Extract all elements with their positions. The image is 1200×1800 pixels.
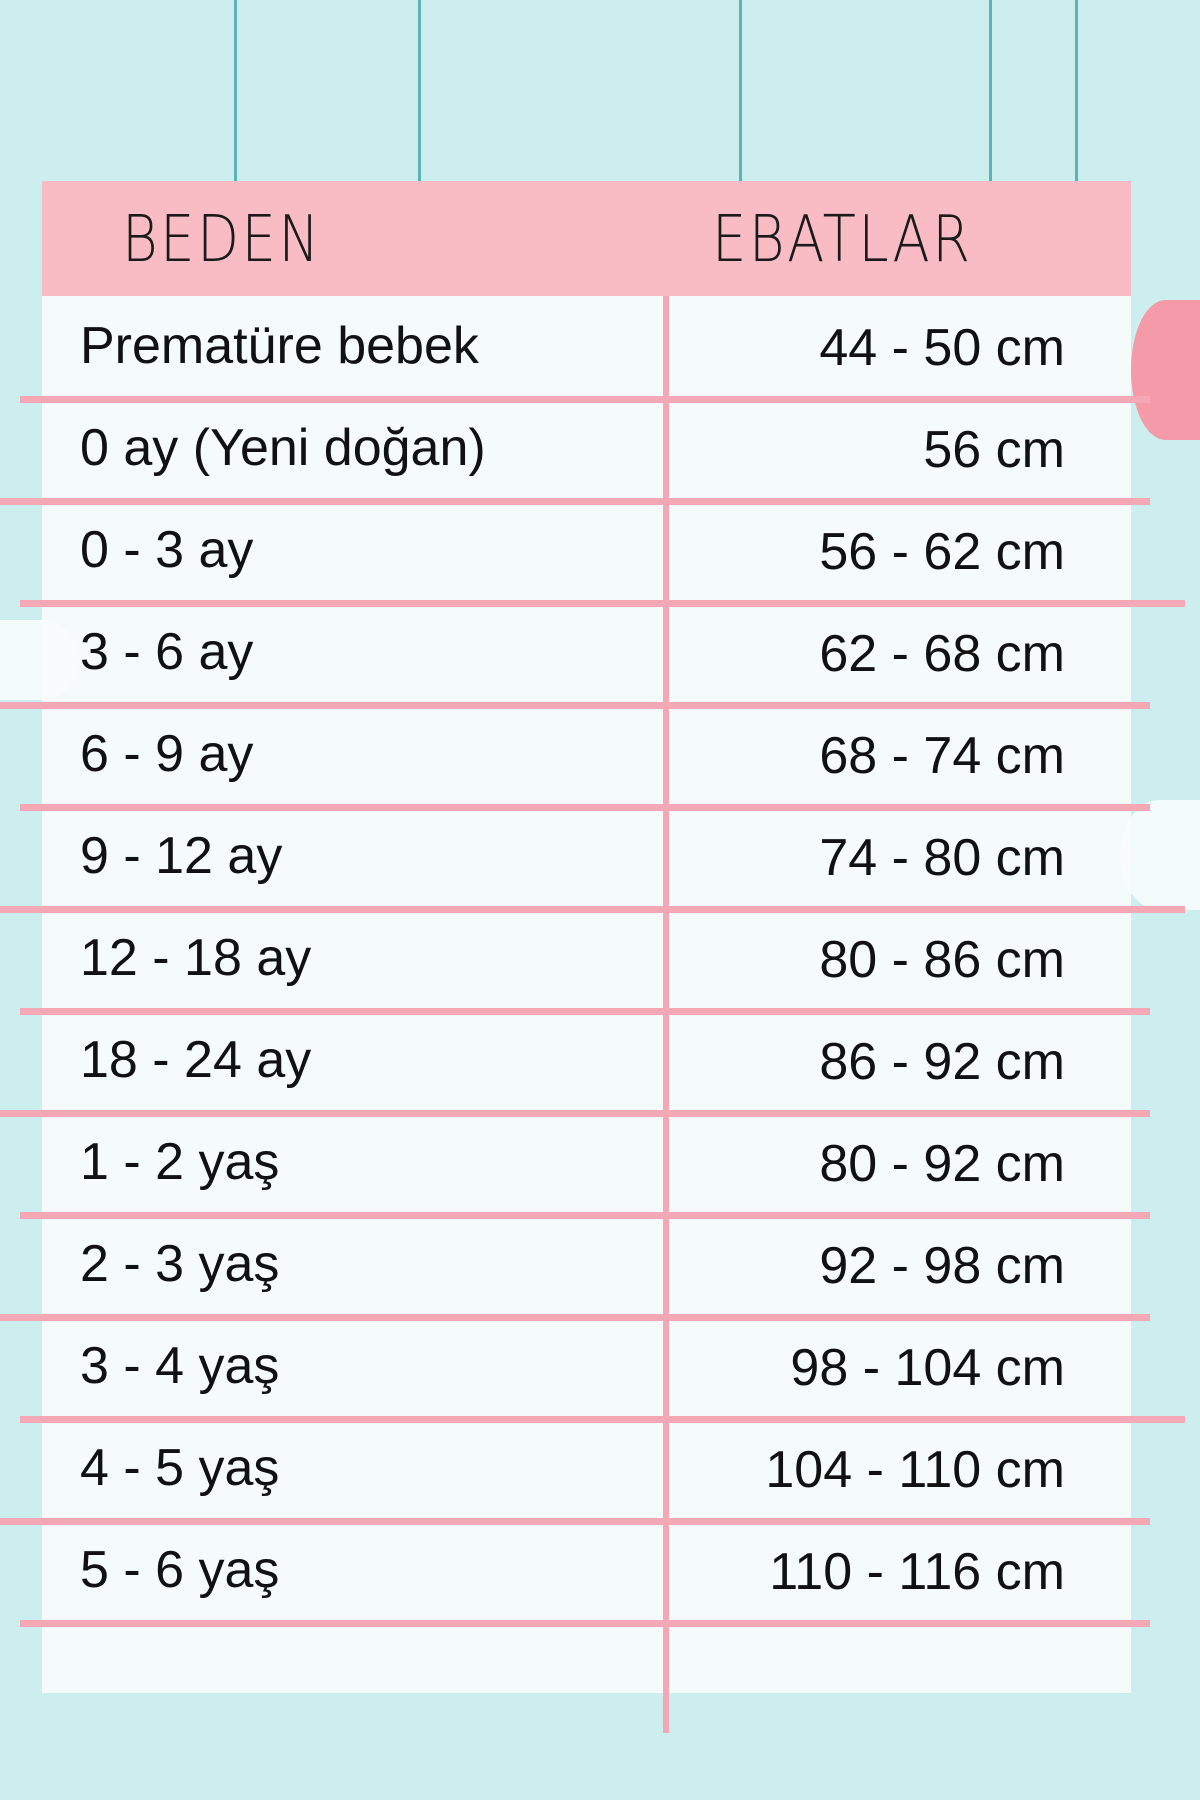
dimension-cell: 110 - 116 cm <box>769 1543 1065 1601</box>
size-cell: 12 - 18 ay <box>80 929 312 987</box>
hanging-string <box>989 0 992 181</box>
row-separator <box>0 1518 1150 1525</box>
size-chart-table: BEDEN EBATLAR <box>42 181 1131 1693</box>
table-row: 3 - 6 ay 62 - 68 cm <box>42 602 1131 704</box>
row-separator <box>20 1620 1150 1627</box>
size-cell: 0 ay (Yeni doğan) <box>80 419 486 477</box>
size-cell: 3 - 4 yaş <box>80 1337 280 1395</box>
size-cell: 9 - 12 ay <box>80 827 283 885</box>
size-cell: 3 - 6 ay <box>80 623 254 681</box>
size-cell: 0 - 3 ay <box>80 521 254 579</box>
table-row: 0 ay (Yeni doğan) 56 cm <box>42 398 1131 500</box>
table-row: 18 - 24 ay 86 - 92 cm <box>42 1010 1131 1112</box>
size-cell: 6 - 9 ay <box>80 725 254 783</box>
size-cell: 1 - 2 yaş <box>80 1133 280 1191</box>
row-separator <box>20 1416 1185 1423</box>
row-separator <box>20 1008 1150 1015</box>
hanging-string <box>418 0 421 181</box>
table-row: 1 - 2 yaş 80 - 92 cm <box>42 1112 1131 1214</box>
table-row: 12 - 18 ay 80 - 86 cm <box>42 908 1131 1010</box>
table-row: 2 - 3 yaş 92 - 98 cm <box>42 1214 1131 1316</box>
table-row: 0 - 3 ay 56 - 62 cm <box>42 500 1131 602</box>
dimension-cell: 92 - 98 cm <box>819 1237 1065 1295</box>
dimension-cell: 98 - 104 cm <box>790 1339 1065 1397</box>
row-separator <box>0 906 1185 913</box>
row-separator <box>20 1212 1150 1219</box>
row-separator <box>20 600 1185 607</box>
row-separator <box>20 804 1150 811</box>
size-cell: 4 - 5 yaş <box>80 1439 280 1497</box>
dimension-cell: 74 - 80 cm <box>819 829 1065 887</box>
row-separator <box>20 396 1150 403</box>
cloud-decoration <box>1120 800 1200 910</box>
dimension-cell: 68 - 74 cm <box>819 727 1065 785</box>
hanging-string <box>1075 0 1078 181</box>
dimension-cell: 44 - 50 cm <box>819 319 1065 377</box>
dimension-cell: 56 - 62 cm <box>819 523 1065 581</box>
table-row: Prematüre bebek 44 - 50 cm <box>42 296 1131 398</box>
dimension-cell: 80 - 86 cm <box>819 931 1065 989</box>
row-separator <box>0 702 1150 709</box>
table-header: BEDEN EBATLAR <box>42 181 1131 296</box>
row-separator <box>0 1314 1150 1321</box>
dimension-cell: 86 - 92 cm <box>819 1033 1065 1091</box>
header-size: BEDEN <box>122 203 322 277</box>
hanging-string <box>739 0 742 181</box>
table-row: 4 - 5 yaş 104 - 110 cm <box>42 1418 1131 1520</box>
table-row: 6 - 9 ay 68 - 74 cm <box>42 704 1131 806</box>
row-separator <box>0 1110 1150 1117</box>
table-row: 3 - 4 yaş 98 - 104 cm <box>42 1316 1131 1418</box>
size-cell: Prematüre bebek <box>80 317 479 375</box>
size-cell: 2 - 3 yaş <box>80 1235 280 1293</box>
size-cell: 5 - 6 yaş <box>80 1541 280 1599</box>
size-cell: 18 - 24 ay <box>80 1031 312 1089</box>
dimension-cell: 104 - 110 cm <box>765 1441 1065 1499</box>
dimension-cell: 62 - 68 cm <box>819 625 1065 683</box>
dimension-cell: 56 cm <box>923 421 1065 479</box>
pink-decoration <box>1131 300 1200 440</box>
table-row: 9 - 12 ay 74 - 80 cm <box>42 806 1131 908</box>
table-row: 5 - 6 yaş 110 - 116 cm <box>42 1520 1131 1622</box>
hanging-string <box>234 0 237 181</box>
dimension-cell: 80 - 92 cm <box>819 1135 1065 1193</box>
header-dimensions: EBATLAR <box>712 203 973 277</box>
row-separator <box>0 498 1150 505</box>
